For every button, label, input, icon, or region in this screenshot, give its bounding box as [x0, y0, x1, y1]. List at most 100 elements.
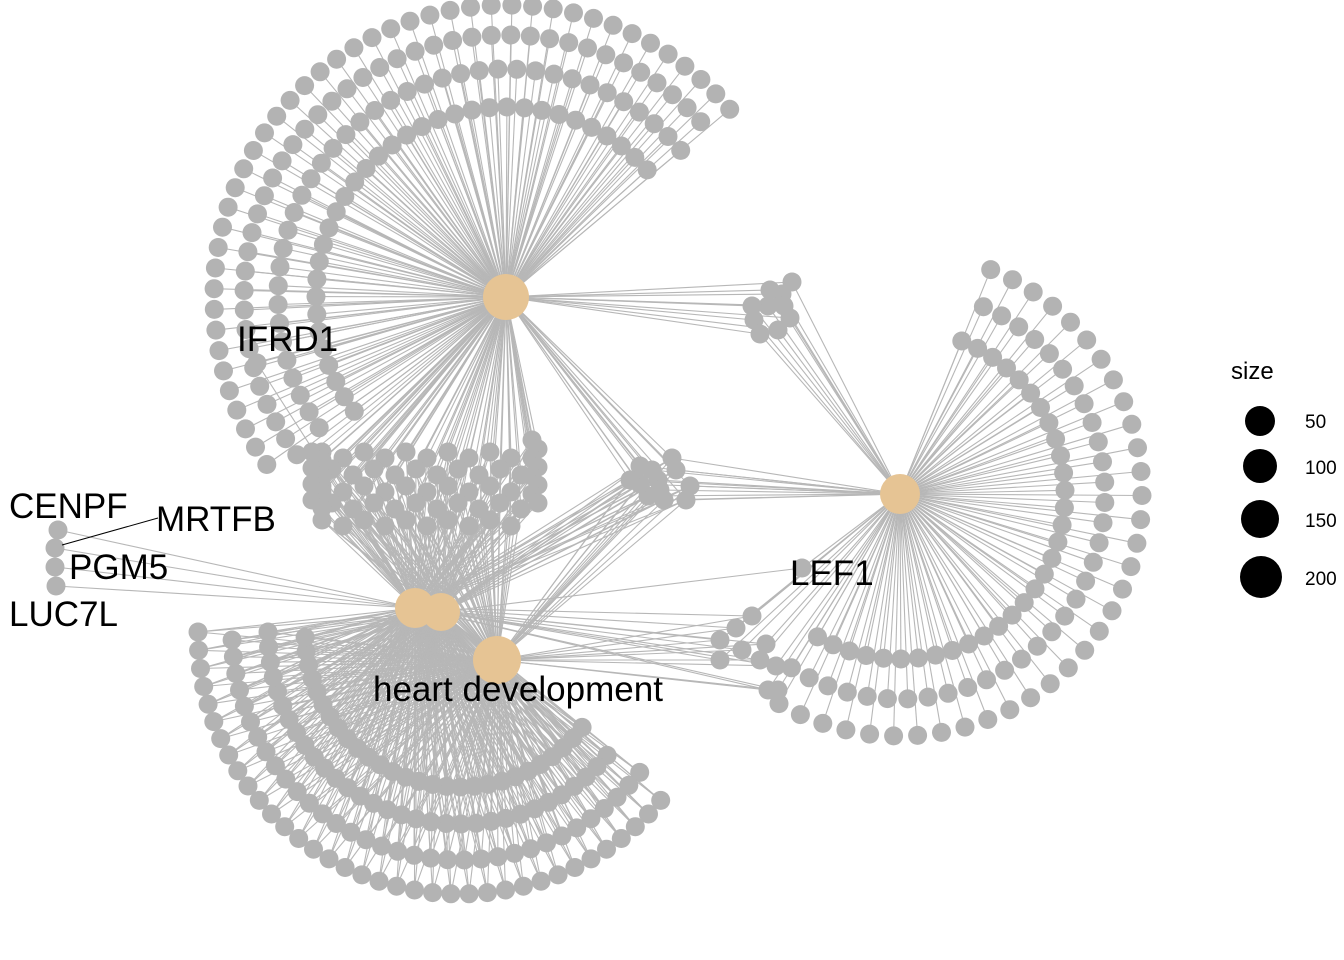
network-edge	[249, 296, 507, 350]
gene-node	[188, 622, 208, 642]
network-edge	[505, 94, 673, 298]
gene-node	[1095, 493, 1115, 512]
gene-node	[1132, 486, 1152, 505]
gene-node	[287, 445, 307, 465]
gene-node	[336, 125, 356, 145]
gene-node	[874, 648, 893, 668]
network-edge	[505, 296, 691, 487]
network-edge	[505, 79, 702, 298]
gene-node	[267, 106, 287, 126]
network-edge	[505, 82, 658, 298]
network-edge	[846, 493, 901, 693]
network-edge	[218, 296, 507, 352]
gene-node	[420, 5, 440, 25]
gene-node	[710, 630, 730, 650]
label-luc7l: LUC7L	[9, 595, 118, 634]
gene-node	[677, 98, 697, 118]
network-edge	[447, 296, 507, 487]
network-edge	[440, 457, 470, 613]
network-edge	[281, 160, 507, 298]
network-edge	[414, 607, 542, 882]
gene-node	[213, 217, 232, 237]
gene-node	[1002, 605, 1022, 625]
gene-node	[218, 197, 238, 217]
gene-node	[1114, 392, 1134, 412]
network-edge	[255, 296, 507, 448]
network-edge	[496, 489, 661, 661]
gene-node	[257, 455, 277, 474]
network-edge	[234, 187, 507, 298]
network-edge	[496, 508, 522, 661]
network-edge	[488, 107, 507, 298]
gene-node	[299, 402, 319, 422]
gene-node	[497, 97, 517, 117]
network-edge	[801, 493, 901, 569]
network-edge	[413, 607, 416, 891]
network-edge	[866, 493, 901, 697]
network-edge	[505, 296, 661, 491]
gene-node	[397, 125, 417, 145]
network-edge	[213, 659, 498, 723]
network-edge	[284, 611, 442, 828]
gene-node	[490, 459, 510, 479]
term-node-heart-development	[473, 636, 521, 684]
network-edge	[247, 611, 442, 787]
gene-node	[1088, 432, 1108, 452]
gene-node	[266, 412, 286, 432]
gene-node	[662, 448, 682, 468]
network-edge	[275, 296, 507, 423]
network-edge	[440, 499, 665, 613]
gene-node	[211, 729, 231, 749]
gene-node	[289, 829, 309, 848]
gene-node	[263, 168, 283, 188]
network-edge	[505, 281, 793, 298]
gene-node	[250, 376, 270, 396]
network-edge	[505, 65, 686, 298]
gene-node	[428, 110, 448, 129]
gene-node	[611, 829, 631, 848]
network-edge	[208, 659, 498, 705]
network-edge	[54, 547, 416, 609]
gene-node	[364, 459, 384, 479]
network-edge	[215, 296, 507, 331]
gene-node	[818, 676, 838, 696]
gene-node	[505, 843, 524, 863]
gene-node	[1131, 510, 1151, 530]
network-edge	[414, 607, 743, 651]
gene-node	[918, 687, 938, 707]
network-edge	[741, 493, 901, 651]
gene-node	[528, 493, 548, 513]
gene-node	[228, 761, 248, 781]
gene-node	[364, 493, 384, 513]
gene-node	[319, 355, 339, 375]
gene-node	[513, 876, 533, 896]
gene-node	[417, 516, 437, 536]
gene-node	[191, 659, 210, 678]
gene-node	[309, 252, 329, 272]
gene-node	[406, 459, 426, 479]
gene-node	[344, 38, 364, 58]
gene-node	[248, 727, 268, 747]
network-edge	[496, 469, 653, 661]
gene-node	[436, 776, 456, 796]
gene-node	[691, 70, 711, 89]
gene-node	[501, 516, 521, 536]
network-edge	[505, 62, 625, 298]
mrtfb-leader-line	[61, 517, 159, 546]
gene-node	[438, 510, 458, 530]
gene-node	[246, 437, 265, 457]
network-edge	[440, 479, 631, 613]
gene-node	[273, 332, 292, 352]
network-edge	[57, 529, 416, 609]
gene-node	[443, 31, 463, 50]
network-edge	[505, 107, 688, 298]
network-edge	[298, 659, 498, 839]
network-edge	[505, 296, 791, 319]
gene-node	[451, 64, 471, 84]
gene-node	[658, 44, 678, 64]
gene-node	[445, 104, 465, 124]
network-edge	[753, 319, 901, 495]
gene-node	[313, 235, 333, 254]
gene-node	[1064, 376, 1084, 396]
gene-node	[766, 656, 786, 676]
